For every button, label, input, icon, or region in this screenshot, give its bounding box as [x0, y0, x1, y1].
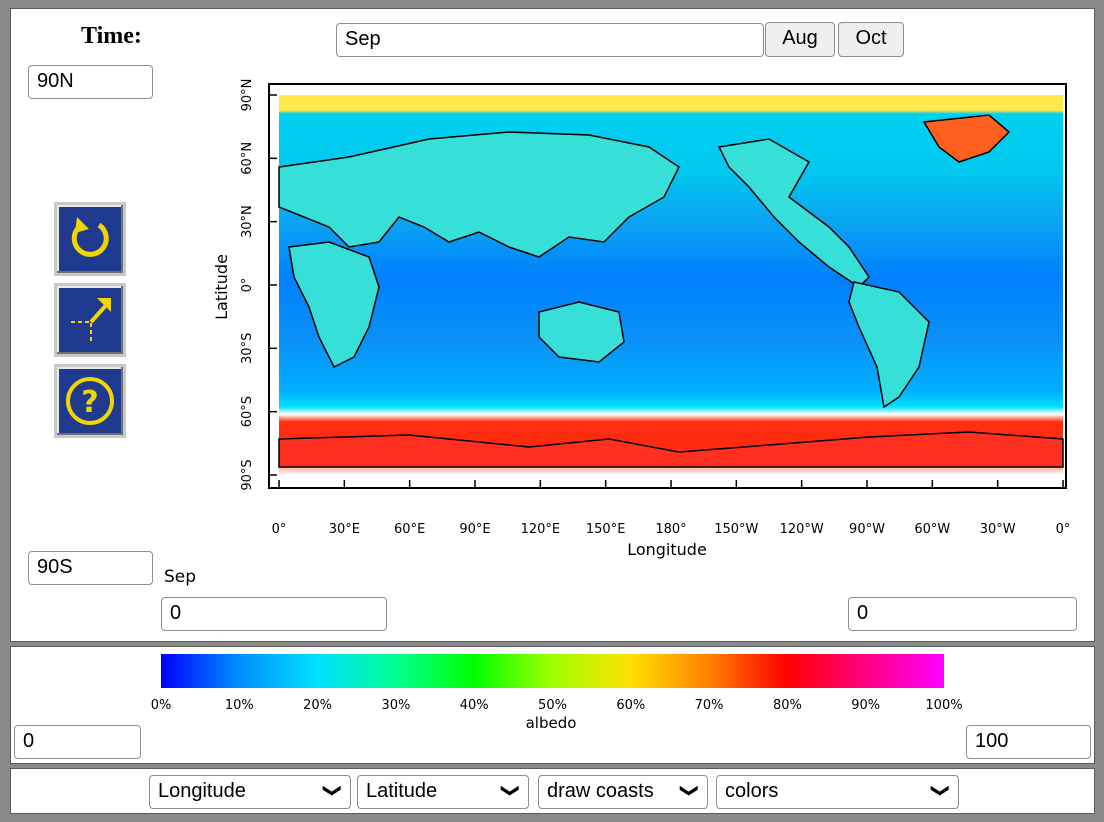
- colorbar-tick-label: 40%: [460, 698, 489, 713]
- x-tick-label: 0°: [272, 522, 287, 537]
- style-select-value: colors: [725, 780, 779, 802]
- map-caption: Sep: [164, 567, 197, 587]
- colorbar-label: albedo: [526, 714, 577, 731]
- color-min-input[interactable]: 0: [14, 725, 141, 759]
- lon-min-input[interactable]: 0: [161, 597, 387, 631]
- y-tick-label: 30°S: [240, 333, 255, 364]
- albedo-map[interactable]: 0° 30°E 60°E 90°E 120°E 150°E 180° 150°W 120°W 90…: [209, 67, 1079, 567]
- x-axis-label: Longitude: [627, 540, 707, 559]
- colorbar-tick-label: 100%: [925, 698, 962, 713]
- lat-min-input[interactable]: 90S: [28, 551, 153, 585]
- refresh-button[interactable]: [54, 202, 126, 276]
- x-tick-label: 150°E: [586, 522, 626, 537]
- y-tick-label: 90°N: [240, 79, 255, 112]
- overlay-select[interactable]: draw coasts ❯: [538, 775, 708, 809]
- y-tick-label: 30°N: [240, 205, 255, 238]
- x-tick-label: 30°W: [980, 522, 1016, 537]
- style-select[interactable]: colors ❯: [716, 775, 959, 809]
- svg-text:?: ?: [81, 385, 98, 420]
- y-tick-label: 60°N: [240, 142, 255, 175]
- colorbar-tick-label: 30%: [381, 698, 410, 713]
- x-tick-label: 0°: [1056, 522, 1071, 537]
- chevron-down-icon: ❯: [500, 782, 521, 799]
- help-button[interactable]: ?: [54, 364, 126, 438]
- color-max-input[interactable]: 100: [966, 725, 1091, 759]
- chevron-down-icon: ❯: [930, 782, 951, 799]
- y-axis-select[interactable]: Latitude ❯: [357, 775, 529, 809]
- time-label: Time:: [81, 23, 142, 49]
- x-axis-select[interactable]: Longitude ❯: [149, 775, 351, 809]
- x-tick-label: 60°W: [914, 522, 950, 537]
- x-tick-label: 120°W: [780, 522, 824, 537]
- colorbar-tick-label: 80%: [773, 698, 802, 713]
- expand-button[interactable]: [54, 283, 126, 357]
- colorbar-tick-label: 10%: [225, 698, 254, 713]
- colorbar-tick-label: 50%: [538, 698, 567, 713]
- y-tick-label: 0°: [240, 278, 255, 293]
- prev-month-button[interactable]: Aug: [765, 22, 835, 57]
- x-tick-label: 150°W: [714, 522, 758, 537]
- y-axis-label: Latitude: [212, 254, 231, 320]
- chevron-down-icon: ❯: [679, 782, 700, 799]
- x-tick-label: 90°E: [459, 522, 490, 537]
- plot-panel: Time: Sep Aug Oct 90N 90S Sep 0 0 ?: [10, 8, 1095, 642]
- colorbar-tick-label: 20%: [303, 698, 332, 713]
- help-icon: ?: [66, 377, 114, 425]
- refresh-icon: [71, 217, 109, 257]
- lon-max-input[interactable]: 0: [848, 597, 1077, 631]
- x-tick-label: 60°E: [394, 522, 425, 537]
- y-tick-label: 90°S: [240, 459, 255, 490]
- expand-icon: [71, 298, 111, 342]
- selector-panel: Longitude ❯ Latitude ❯ draw coasts ❯ col…: [10, 768, 1095, 814]
- chevron-down-icon: ❯: [322, 782, 343, 799]
- y-axis-select-value: Latitude: [366, 780, 438, 802]
- colorbar-tick-label: 70%: [695, 698, 724, 713]
- x-axis-select-value: Longitude: [158, 780, 246, 802]
- colorbar-panel: 0% 10% 20% 30% 40% 50% 60% 70% 80% 90% 100% albedo…: [10, 646, 1095, 764]
- colorbar-tick-label: 90%: [851, 698, 880, 713]
- colorbar-gradient: [161, 654, 944, 688]
- next-month-button[interactable]: Oct: [838, 22, 904, 57]
- lat-max-input[interactable]: 90N: [28, 65, 153, 99]
- coastlines: [278, 131, 930, 409]
- colorbar-tick-label: 60%: [616, 698, 645, 713]
- x-tick-label: 120°E: [521, 522, 561, 537]
- time-input[interactable]: Sep: [336, 23, 764, 57]
- x-tick-label: 180°: [655, 522, 686, 537]
- colorbar-tick-label: 0%: [151, 698, 171, 713]
- colorbar: 0% 10% 20% 30% 40% 50% 60% 70% 80% 90% 100% albedo: [151, 654, 963, 731]
- x-tick-label: 30°E: [329, 522, 360, 537]
- overlay-select-value: draw coasts: [547, 780, 654, 802]
- y-tick-label: 60°S: [240, 396, 255, 427]
- x-tick-label: 90°W: [849, 522, 885, 537]
